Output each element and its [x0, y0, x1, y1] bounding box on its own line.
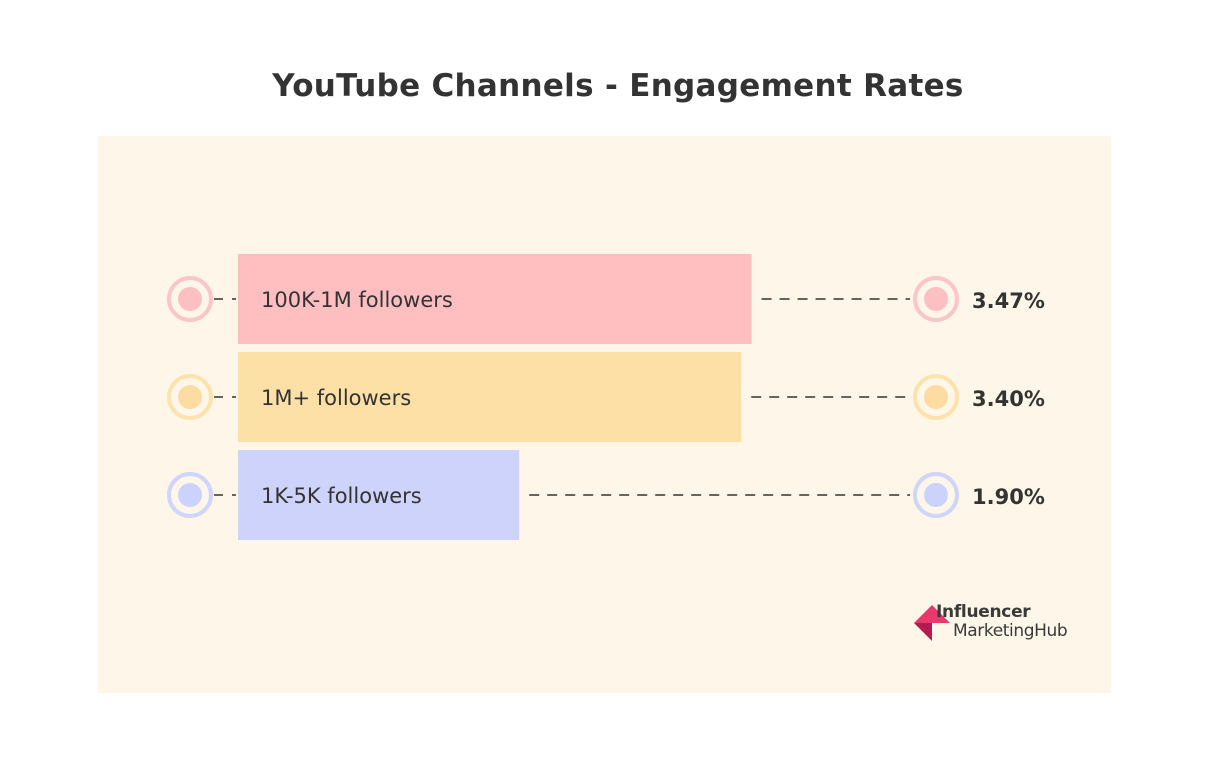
left-marker-ring: [167, 374, 213, 420]
left-marker-dot: [178, 287, 202, 311]
logo-mark-icon: [914, 605, 950, 641]
right-marker-dot: [924, 483, 948, 507]
right-marker-ring: [913, 472, 959, 518]
value-label: 3.40%: [972, 387, 1045, 411]
logo-text-line2: MarketingHub: [953, 621, 1068, 641]
right-marker-ring: [913, 276, 959, 322]
left-marker-dot: [178, 385, 202, 409]
bar: [238, 450, 520, 540]
bar: [238, 254, 752, 344]
brand-logo: Influencer MarketingHub: [914, 602, 1104, 647]
value-label: 3.47%: [972, 289, 1045, 313]
chart-title: YouTube Channels - Engagement Rates: [272, 68, 964, 104]
right-marker-dot: [924, 287, 948, 311]
left-marker-ring: [167, 276, 213, 322]
left-marker-ring: [167, 472, 213, 518]
left-marker-dot: [178, 483, 202, 507]
category-label: 100K-1M followers: [261, 288, 453, 312]
chart-canvas: 100K-1M followers 3.47% 1M+ followers 3.40%…: [98, 136, 1111, 693]
category-label: 1K-5K followers: [261, 484, 422, 508]
value-label: 1.90%: [972, 485, 1045, 509]
bar: [238, 352, 742, 442]
category-label: 1M+ followers: [261, 386, 411, 410]
right-marker-ring: [913, 374, 959, 420]
right-marker-dot: [924, 385, 948, 409]
logo-text-line1: Influencer: [936, 602, 1031, 622]
chart-panel: 100K-1M followers 3.47% 1M+ followers 3.40%…: [98, 136, 1111, 693]
